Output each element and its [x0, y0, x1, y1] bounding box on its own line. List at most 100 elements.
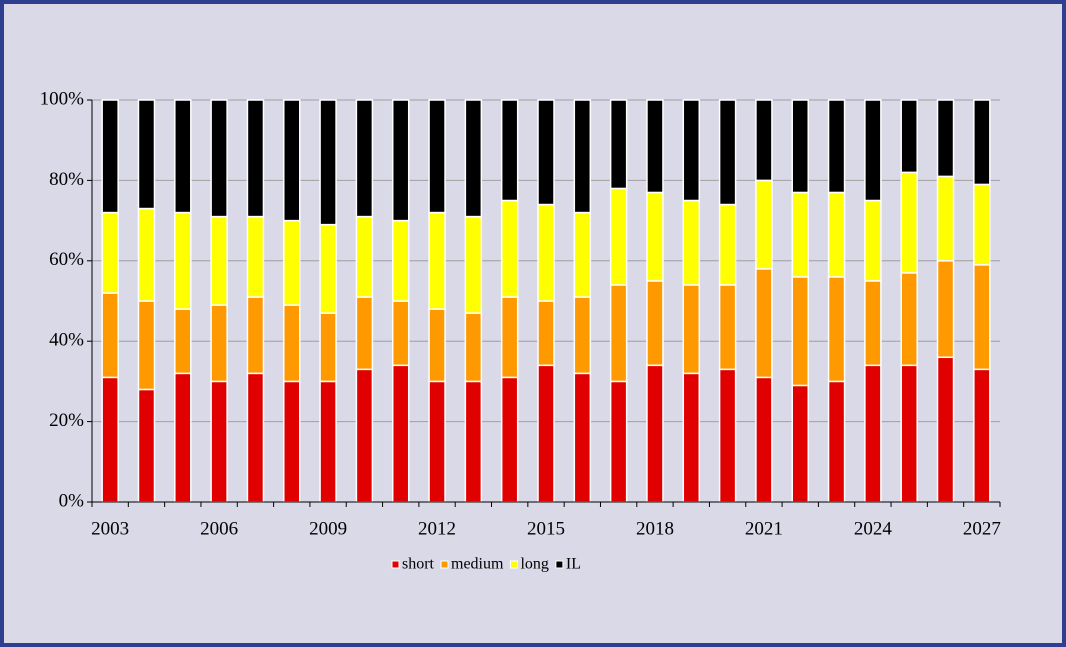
bar-segment: [936, 260, 955, 359]
bar-segment: [500, 199, 519, 298]
bar-segment: [137, 300, 156, 391]
bar-segment: [755, 376, 773, 503]
bar-segment: [210, 99, 228, 218]
y-tick-label: 60%: [49, 249, 84, 270]
bar-segment: [827, 191, 846, 278]
bar-segment: [609, 284, 628, 383]
bar-segment: [174, 211, 192, 310]
bar-segment: [174, 372, 192, 503]
bar-segment: [500, 376, 519, 503]
bar-segment: [864, 199, 882, 282]
x-tick-label: 2027: [963, 518, 1001, 539]
bar-segment: [718, 284, 737, 371]
bar-segment: [755, 179, 773, 270]
bar-segment: [319, 99, 337, 226]
bar-segment: [609, 380, 628, 503]
bar-segment: [864, 280, 882, 367]
y-tick-label: 80%: [49, 169, 84, 190]
legend-label: medium: [451, 556, 504, 573]
bar-segment: [900, 272, 918, 367]
bar-segment: [827, 276, 846, 383]
bar-segment: [682, 372, 701, 503]
bar-segment: [246, 215, 265, 298]
bar-segment: [391, 300, 410, 367]
bar-segment: [137, 388, 156, 503]
x-tick-label: 2018: [636, 518, 674, 539]
bar-segment: [137, 207, 156, 302]
bar-segment: [537, 300, 555, 367]
bar-segment: [537, 203, 555, 302]
bar-segment: [246, 296, 265, 375]
bar-segment: [827, 99, 846, 194]
legend-label: long: [520, 556, 548, 573]
bar-segment: [791, 384, 809, 503]
bar-segment: [936, 175, 955, 262]
bar-segment: [283, 99, 301, 222]
bar-segment: [646, 99, 664, 194]
bar-segment: [101, 292, 119, 379]
bar-segment: [210, 215, 228, 306]
bar-segment: [428, 308, 446, 383]
bar-segment: [609, 187, 628, 286]
legend-swatch: [440, 560, 449, 569]
bar-segment: [428, 211, 446, 310]
bar-segment: [101, 211, 119, 294]
bar-segment: [646, 191, 664, 282]
bar-segment: [500, 99, 519, 202]
bar-segment: [391, 99, 410, 222]
bar-segment: [646, 364, 664, 503]
bar-segment: [246, 99, 265, 218]
bar-segment: [319, 223, 337, 314]
bar-segment: [973, 264, 991, 371]
bar-segment: [573, 99, 592, 214]
legend-label: short: [402, 556, 435, 573]
bar-segment: [210, 304, 228, 383]
bar-segment: [973, 368, 991, 503]
bar-segment: [283, 219, 301, 306]
bar-segment: [464, 312, 483, 383]
bar-segment: [174, 99, 192, 214]
bar-segment: [791, 99, 809, 194]
legend-swatch: [391, 560, 400, 569]
bar-segment: [464, 380, 483, 503]
bar-segment: [791, 191, 809, 278]
legend-label: IL: [566, 556, 581, 573]
bar-segment: [428, 380, 446, 503]
legend-swatch: [509, 560, 518, 569]
bar-segment: [973, 99, 991, 186]
bar-segment: [137, 99, 156, 210]
x-tick-label: 2009: [309, 518, 347, 539]
bar-segment: [973, 183, 991, 266]
bar-segment: [391, 364, 410, 503]
bar-segment: [755, 268, 773, 379]
y-tick-label: 40%: [49, 330, 84, 351]
y-tick-label: 100%: [40, 88, 85, 109]
bar-segment: [936, 99, 955, 178]
bar-segment: [319, 312, 337, 383]
bar-segment: [900, 99, 918, 174]
bar-segment: [900, 171, 918, 274]
x-tick-label: 2012: [418, 518, 456, 539]
legend-swatch: [555, 560, 564, 569]
bar-segment: [864, 364, 882, 503]
bar-segment: [609, 99, 628, 190]
bar-segment: [900, 364, 918, 503]
bar-segment: [682, 284, 701, 375]
x-tick-label: 2021: [745, 518, 783, 539]
bar-segment: [464, 215, 483, 314]
bar-segment: [283, 380, 301, 503]
bar-segment: [355, 296, 374, 371]
bar-segment: [355, 368, 374, 503]
bar-segment: [210, 380, 228, 503]
y-tick-label: 20%: [49, 410, 84, 431]
bar-segment: [101, 99, 119, 214]
bar-segment: [827, 380, 846, 503]
bar-segment: [755, 99, 773, 182]
bar-segment: [573, 211, 592, 298]
y-tick-label: 0%: [59, 490, 85, 511]
x-tick-label: 2006: [200, 518, 238, 539]
bar-segment: [864, 99, 882, 202]
bar-segment: [718, 368, 737, 503]
bar-segment: [283, 304, 301, 383]
